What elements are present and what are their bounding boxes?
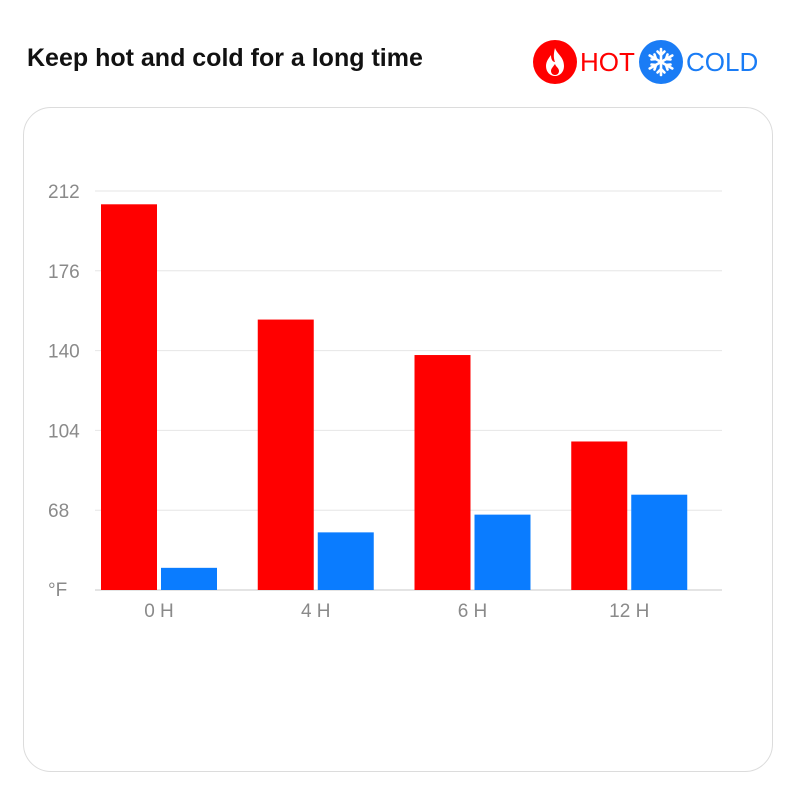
x-tick-label: 6 H <box>458 601 488 622</box>
bar-hot <box>414 355 471 590</box>
legend-label-cold: COLD <box>686 47 759 77</box>
snowflake-icon <box>639 40 683 84</box>
bar-cold <box>474 514 531 590</box>
x-tick-label: 0 H <box>144 601 174 622</box>
bar-cold <box>161 567 217 590</box>
y-unit-label: °F <box>48 580 67 601</box>
x-tick-label: 4 H <box>301 601 331 622</box>
y-tick-label: 176 <box>48 262 80 283</box>
legend-label-hot: HOT <box>580 47 635 77</box>
bar-hot <box>571 441 628 590</box>
bar-hot <box>101 204 157 591</box>
bar-cold <box>631 494 688 590</box>
y-tick-label: 104 <box>48 421 80 442</box>
chart-title: Keep hot and cold for a long time <box>27 44 423 72</box>
x-tick-label: 12 H <box>609 601 649 622</box>
y-tick-label: 140 <box>48 342 80 363</box>
y-tick-label: 68 <box>48 501 69 522</box>
flame-icon <box>533 40 577 84</box>
y-tick-label: 212 <box>48 182 80 203</box>
bar-cold <box>317 532 374 590</box>
bar-hot <box>257 319 314 590</box>
